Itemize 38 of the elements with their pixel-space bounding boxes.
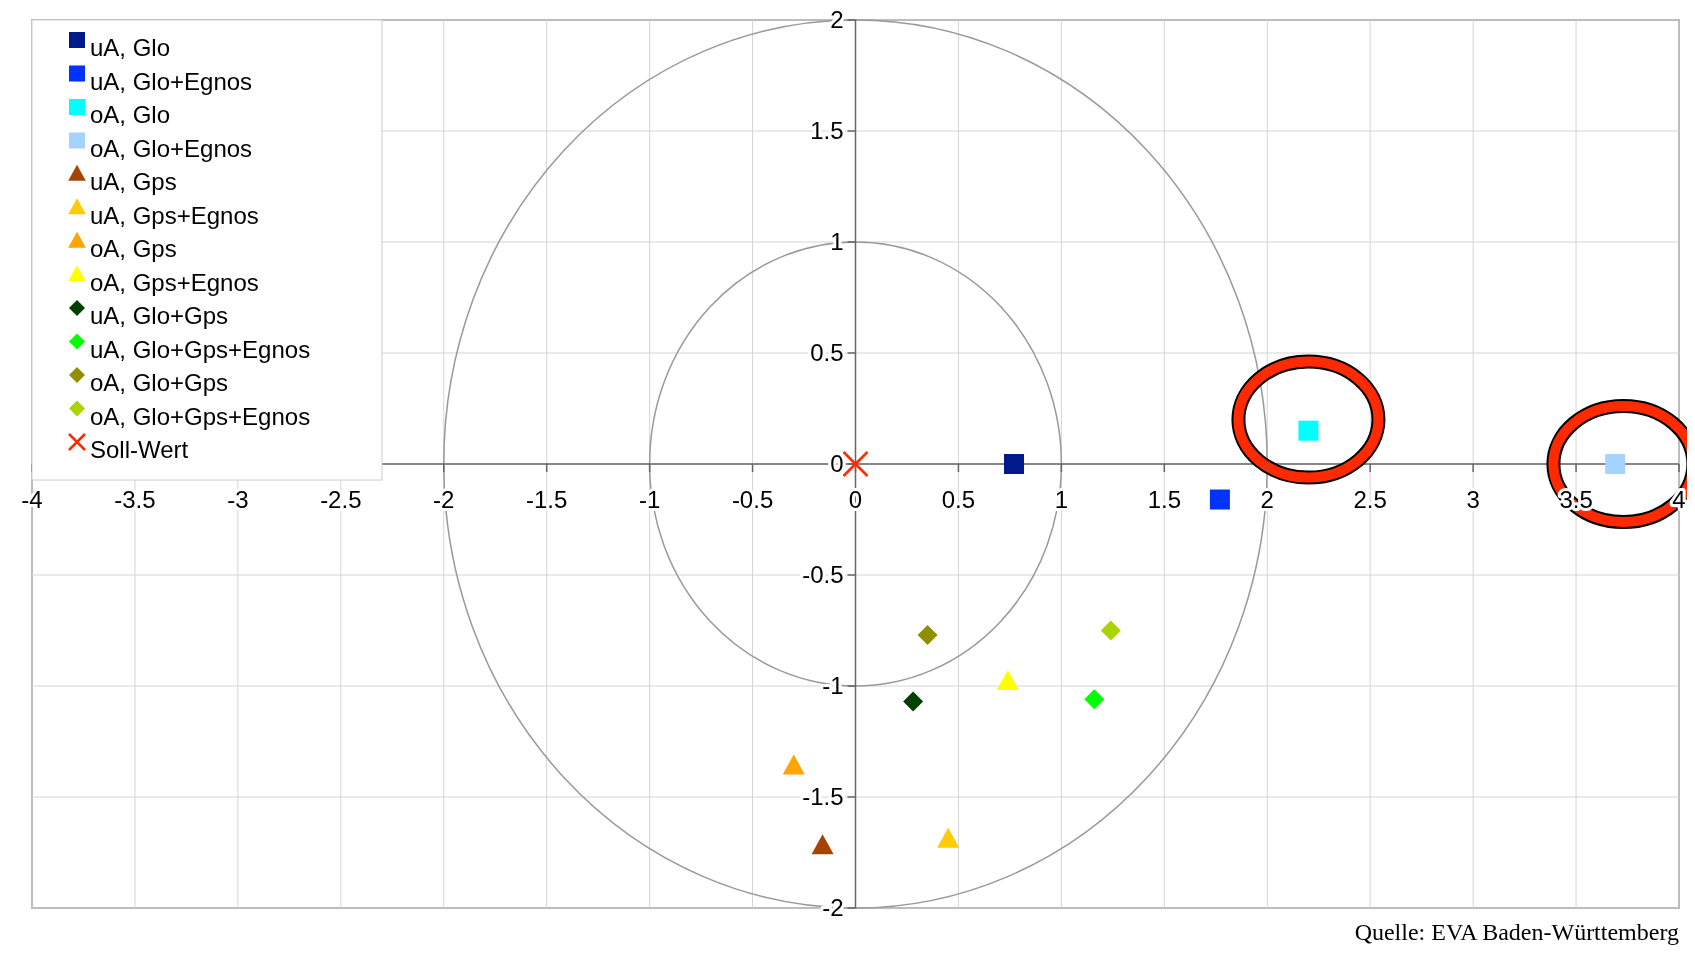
- y-tick-label: -0.5: [802, 561, 844, 589]
- legend-label: oA, Glo+Egnos: [90, 134, 253, 162]
- x-tick-label: 2: [1260, 486, 1274, 513]
- legend-label: uA, Glo+Egnos: [90, 67, 253, 95]
- y-tick-label: 1: [830, 228, 844, 256]
- y-tick-label: -1.5: [802, 783, 844, 811]
- y-tick-label: -2: [822, 894, 844, 922]
- legend-label: oA, Gps: [90, 235, 177, 262]
- x-tick-label: -2.5: [320, 486, 362, 513]
- x-tick-label: 3: [1466, 486, 1480, 513]
- legend-label: uA, Glo+Gps+Egnos: [90, 335, 311, 363]
- legend-label: uA, Glo+Gps: [90, 302, 229, 329]
- legend-label: Soll-Wert: [90, 436, 189, 463]
- x-tick-label: -3: [227, 486, 249, 513]
- x-tick-label: -3.5: [114, 486, 156, 513]
- x-tick-label: -1: [638, 486, 661, 513]
- x-tick-label: -0.5: [731, 486, 774, 513]
- legend-label: oA, Gps+Egnos: [90, 268, 259, 296]
- y-tick-label: 0: [830, 450, 844, 478]
- x-tick-label: 1.5: [1147, 486, 1181, 513]
- legend-label: oA, Glo+Gps: [90, 369, 229, 396]
- x-tick-label: -4: [21, 486, 43, 513]
- legend-label: uA, Glo: [90, 34, 171, 61]
- x-tick-label: 0.5: [941, 486, 976, 513]
- x-tick-label: -1.5: [526, 486, 568, 513]
- y-tick-label: 1.5: [810, 117, 844, 145]
- y-tick-label: 2: [830, 6, 844, 34]
- x-tick-label: 2.5: [1353, 486, 1387, 513]
- x-tick-label: 1: [1054, 486, 1069, 513]
- y-tick-label: -1: [822, 672, 844, 700]
- legend-label: uA, Gps+Egnos: [90, 201, 259, 229]
- x-tick-label: -2: [433, 486, 455, 513]
- x-tick-label: 3.5: [1559, 486, 1593, 513]
- source-note: Quelle: EVA Baden-Württemberg: [1354, 919, 1679, 945]
- legend-label: uA, Gps: [90, 168, 177, 195]
- legend-label: oA, Glo+Gps+Egnos: [90, 402, 311, 430]
- y-tick-label: 0.5: [810, 339, 844, 367]
- legend-label: oA, Glo: [90, 101, 171, 128]
